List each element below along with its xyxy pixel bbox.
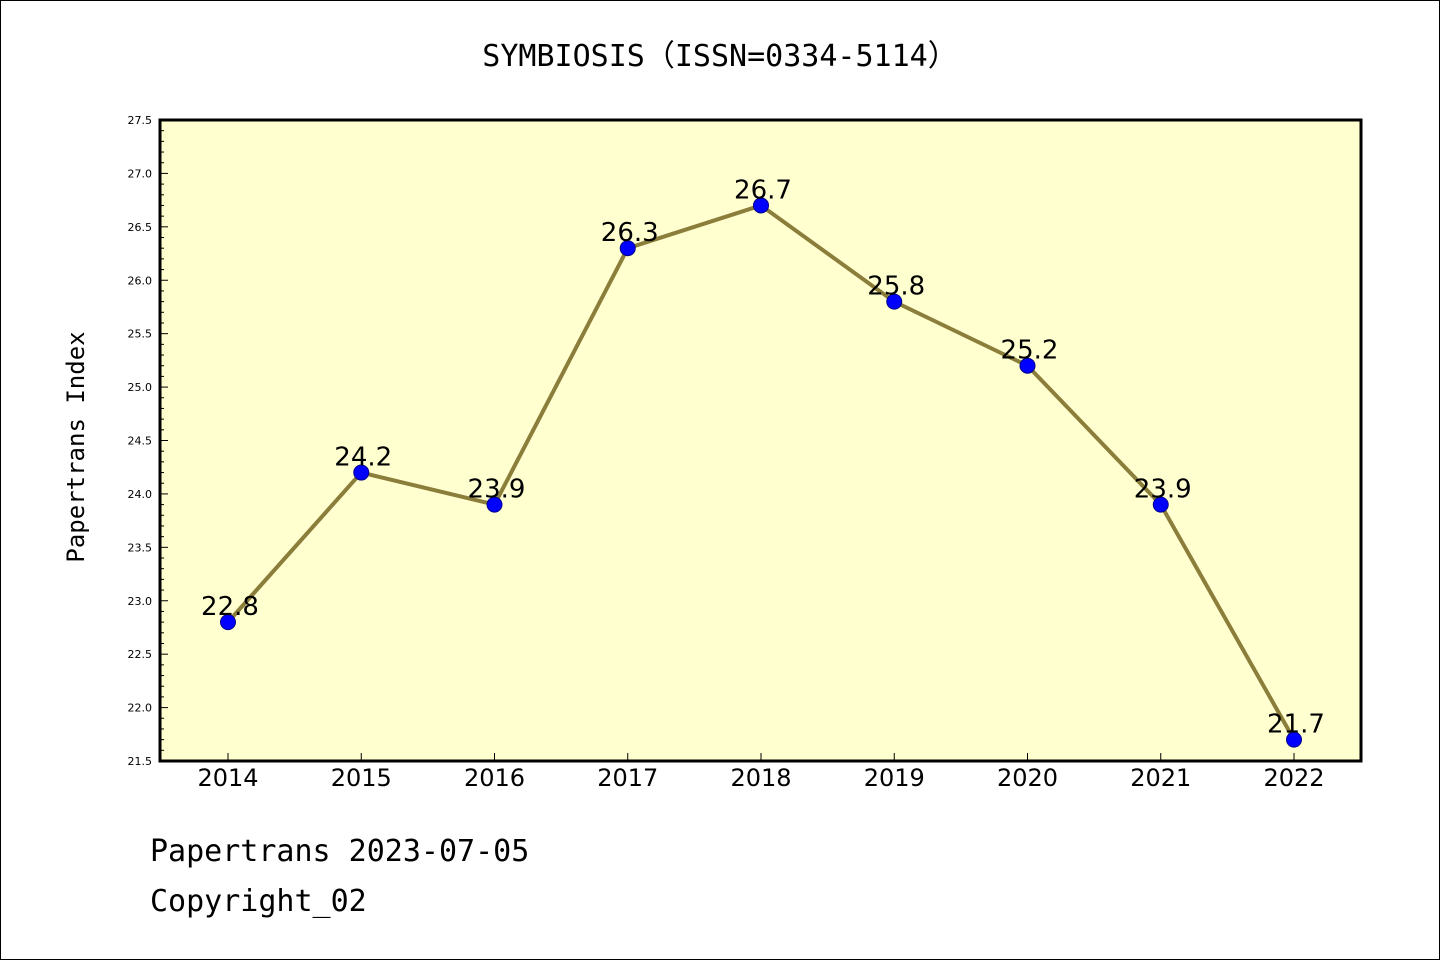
data-point (353, 464, 370, 481)
x-tick-label: 2020 (997, 764, 1058, 792)
data-labels: 22.8 24.2 23.9 26.3 26.7 25.8 25.2 23.9 21.7 (201, 175, 1325, 739)
data-label: 23.9 (468, 475, 526, 505)
y-tick-label: 22.0 (128, 702, 153, 715)
footer-copyright-text: Copyright_02 (150, 884, 367, 919)
data-point (1286, 731, 1302, 748)
x-tick-label: 2017 (597, 764, 658, 792)
y-axis-label: Papertrans Index (62, 331, 90, 562)
data-label: 26.3 (601, 218, 659, 248)
y-tick-label: 25.0 (128, 381, 153, 394)
y-tick-label: 22.5 (128, 648, 153, 661)
plot-area (158, 118, 1363, 763)
data-markers (220, 197, 1302, 748)
x-tick-label: 2021 (1130, 764, 1191, 792)
chart-title: SYMBIOSIS（ISSN=0334-5114） (482, 39, 957, 74)
data-label: 23.9 (1134, 475, 1192, 505)
data-label: 24.2 (334, 443, 392, 473)
x-tick-label: 2019 (864, 764, 925, 792)
data-label: 25.2 (1001, 336, 1059, 366)
data-label: 25.8 (867, 272, 925, 302)
y-tick-label: 21.5 (128, 755, 153, 768)
data-point (1019, 357, 1036, 374)
y-tick-label: 24.5 (128, 435, 153, 448)
y-tick-label: 26.5 (128, 221, 153, 234)
x-tick-label: 2022 (1263, 764, 1324, 792)
data-point (486, 496, 503, 513)
y-tick-label: 23.5 (128, 541, 153, 554)
y-tick-label: 23.0 (128, 595, 153, 608)
data-label: 21.7 (1267, 710, 1325, 740)
y-tick-label: 27.0 (128, 167, 153, 180)
data-point (1152, 496, 1169, 513)
x-tick-label: 2015 (331, 764, 392, 792)
data-point (619, 240, 636, 257)
y-tick-label: 25.5 (128, 328, 153, 341)
footer-date-text: Papertrans 2023-07-05 (150, 834, 530, 869)
data-point (753, 197, 769, 214)
x-axis-ticks: 2014 2015 2016 2017 2018 2019 2020 2021 2022 (197, 753, 1325, 792)
data-label: 26.7 (734, 175, 792, 205)
x-tick-label: 2014 (197, 764, 258, 792)
y-tick-label: 27.5 (128, 114, 153, 127)
y-axis-ticks: 21.5 22.0 22.5 23.0 23.5 24.0 24.5 25.0 25.5 26.0… (128, 114, 168, 768)
data-label: 22.8 (201, 592, 259, 622)
y-tick-label: 26.0 (128, 274, 153, 287)
data-point (220, 614, 236, 631)
x-tick-label: 2018 (730, 764, 791, 792)
y-tick-label: 24.0 (128, 488, 153, 501)
x-tick-label: 2016 (464, 764, 525, 792)
data-point (886, 293, 903, 310)
